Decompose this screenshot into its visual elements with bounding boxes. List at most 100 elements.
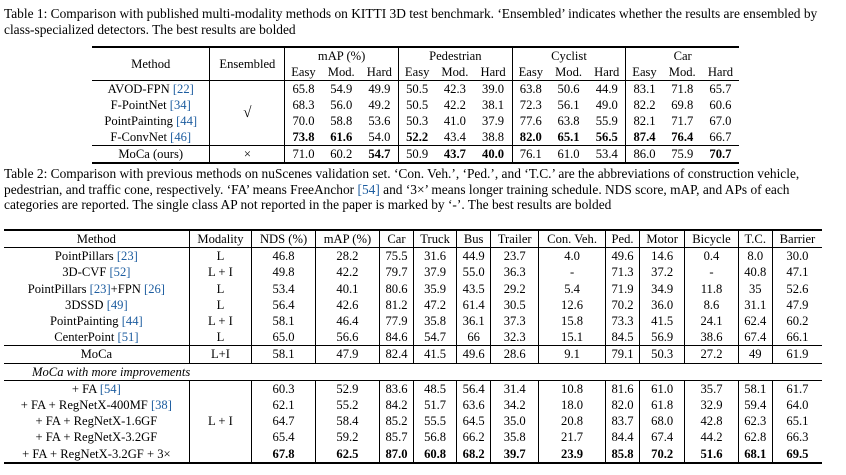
t1-value-cell: 49.2: [360, 97, 399, 113]
t1-value-cell: 76.4: [671, 130, 694, 144]
t2-value-cell: 60.8: [413, 445, 458, 464]
t1-value-cell: 69.8: [671, 98, 694, 112]
t1-subheader-cell: Hard: [474, 64, 513, 81]
t2-value-cell: 75.5: [379, 247, 415, 265]
t2-value-cell: 0.4: [684, 247, 739, 265]
t1-method-cite[interactable]: [34]: [169, 98, 191, 112]
t1-method-cite[interactable]: [46]: [170, 130, 192, 144]
t2-method-cell: PointPillars [23]: [4, 247, 190, 265]
t2-value-cell: 70.2: [639, 445, 686, 464]
t2-value-cell: 61.7: [786, 381, 809, 396]
t2-method-cite[interactable]: [44]: [121, 314, 143, 329]
t2-header-cell: Con. Veh.: [538, 229, 606, 249]
t2-modality-cell: L + I: [189, 312, 253, 330]
t1-value-cell: 50.9: [398, 145, 436, 164]
t2-method-cell: PointPillars [23]+FPN [26]: [4, 280, 190, 297]
t2-value-cell: 79.7: [379, 264, 415, 281]
t2-method-cell: + FA + RegNetX-400MF [38]: [4, 396, 190, 414]
t1-value-cell: 53.6: [360, 113, 399, 129]
t1-subheader-cell: Easy: [284, 64, 322, 81]
t2-value-cell: 36.1: [456, 312, 492, 330]
t2-value-cell: 60.2: [786, 314, 809, 329]
t1-method-cite[interactable]: [22]: [172, 82, 194, 96]
t2-value-cell: 56.4: [251, 296, 316, 313]
t1-header-cyclist: Cyclist: [512, 46, 627, 64]
t2-value-cell: 58.1: [738, 380, 773, 397]
t1-header-car: Car: [625, 46, 739, 64]
t2-row: 3D-CVF [52] L + I 49.8 42.2 79.7 37.9 55.0 36.3…: [4, 264, 822, 281]
t1-header-map: mAP (%): [284, 46, 399, 64]
t2-value-cell: 65.1: [786, 414, 809, 429]
table2-caption-cite[interactable]: [54]: [357, 181, 380, 197]
table2-caption: Table 2: Comparison with previous method…: [4, 166, 842, 213]
t2-value-cell: 48.5: [413, 380, 458, 397]
t2-value-cell: 54.7: [413, 329, 458, 346]
t2-value-cell: 29.2: [490, 280, 540, 297]
t2-value-cell: 85.7: [379, 429, 415, 446]
t1-value-cell: 70.7: [701, 145, 739, 164]
t2-method-cite[interactable]: [26]: [144, 281, 165, 296]
t2-value-cell: 79.1: [605, 345, 641, 364]
t2-value-cell: 8.6: [684, 296, 739, 313]
t1-ensembled-cell: ×: [209, 145, 286, 164]
t2-value-cell: 47.1: [786, 265, 809, 280]
t2-method-cell: CenterPoint [51]: [4, 329, 190, 346]
t1-value-cell: 56.0: [330, 98, 353, 112]
t2-value-cell: 56.8: [413, 429, 458, 446]
t1-value-cell: 50.3: [406, 114, 429, 128]
t1-value-cell: 67.0: [709, 114, 732, 128]
t1-value-cell: 41.0: [443, 114, 466, 128]
t2-method-cite[interactable]: [23]: [89, 281, 111, 296]
t2-value-cell: 58.4: [315, 413, 380, 430]
t2-value-cell: 77.9: [379, 312, 415, 330]
t2-value-cell: -: [538, 264, 606, 281]
t2-header-cell: Car: [379, 229, 415, 249]
t2-value-cell: 83.7: [605, 413, 641, 430]
table1-caption-text: Comparison with published multi-modality…: [4, 6, 818, 37]
t2-value-cell: 46.4: [315, 312, 380, 330]
t2-value-cell: 8.0: [738, 247, 773, 265]
t2-value-cell: 63.6: [456, 396, 492, 414]
t1-value-cell: 76.1: [512, 145, 549, 164]
t2-section-pad: [251, 363, 822, 381]
table2-caption-text: Comparison with previous methods on nuSc…: [4, 166, 800, 197]
t2-value-cell: 71.9: [605, 280, 641, 297]
t2-value-cell: 51.7: [413, 396, 458, 414]
t2-value-cell: 66.1: [786, 330, 809, 345]
t2-value-cell: 65.0: [251, 329, 316, 346]
t2-method-name: 3D-CVF: [62, 265, 107, 280]
t2-value-cell: 50.3: [639, 345, 686, 364]
t2-value-cell: 35.9: [413, 280, 458, 297]
t2-method-cite[interactable]: [23]: [116, 249, 138, 264]
t2-value-cell: 85.2: [379, 413, 415, 430]
t2-value-cell: 84.4: [605, 429, 641, 446]
t2-value-cell: 52.9: [315, 380, 380, 397]
t2-value-cell: 82.4: [379, 345, 415, 364]
t1-value-cell: 82.1: [633, 114, 656, 128]
t1-method-cell: PointPainting [44]: [92, 113, 211, 129]
t2-method-name: + FA + RegNetX-3.2GF + 3×: [22, 446, 171, 461]
t2-row: PointPillars [23]+FPN [26] L 53.4 40.1 80.6 3…: [4, 280, 822, 297]
t2-method-cite[interactable]: [54]: [99, 381, 121, 396]
t1-value-cell: 55.9: [588, 113, 627, 129]
t2-method-cite[interactable]: [51]: [117, 330, 139, 345]
t2-method-cite[interactable]: [52]: [109, 265, 131, 280]
t2-header-cell: Bicycle: [684, 229, 739, 249]
t2-value-cell: 51.6: [684, 445, 739, 464]
t2-method-cite[interactable]: [49]: [106, 297, 128, 312]
t1-value-cell: 50.5: [406, 82, 429, 96]
t1-subheader-cell: Hard: [360, 64, 399, 81]
t2-modality-cell: L: [189, 329, 253, 346]
t2-value-cell: 49.6: [456, 345, 492, 364]
t1-method-cite[interactable]: [44]: [176, 114, 198, 128]
t1-value-cell: 60.2: [321, 145, 361, 164]
t2-method-cell: + FA + RegNetX-3.2GF: [4, 429, 190, 446]
t2-value-cell: -: [684, 264, 739, 281]
t2-method-cite[interactable]: [38]: [150, 397, 172, 412]
t2-value-cell: 49: [738, 345, 773, 364]
t2-method-name: + FA + RegNetX-400MF: [20, 397, 148, 412]
t2-value-cell: 35.7: [684, 380, 739, 397]
t2-value-cell: 68.2: [456, 445, 492, 464]
t2-value-cell: 32.3: [490, 329, 540, 346]
t1-value-cell: 38.1: [474, 97, 513, 113]
